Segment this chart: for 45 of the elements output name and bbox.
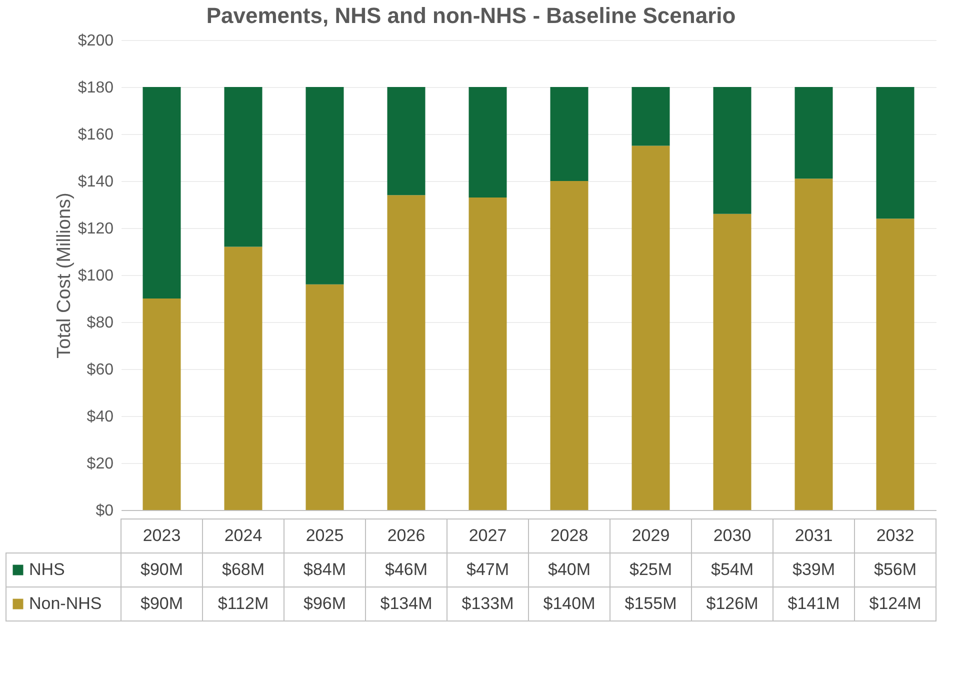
data-label: $40M xyxy=(548,560,591,579)
y-tick-label: $80 xyxy=(86,314,114,332)
x-tick-label: 2026 xyxy=(387,526,426,545)
data-label: $96M xyxy=(303,594,346,613)
data-label: $124M xyxy=(869,594,922,613)
y-axis-title: Total Cost (Millions) xyxy=(54,192,75,358)
y-tick-label: $200 xyxy=(78,32,114,50)
data-label: $54M xyxy=(710,560,754,579)
data-label: $46M xyxy=(384,560,428,579)
data-label: $141M xyxy=(788,594,840,613)
data-label: $25M xyxy=(629,560,672,579)
data-label: $84M xyxy=(303,560,346,579)
y-tick-label: $160 xyxy=(78,126,114,144)
data-label: $56M xyxy=(874,560,917,579)
data-label: $126M xyxy=(706,594,758,613)
x-tick-label: 2023 xyxy=(142,526,181,545)
y-tick-label: $180 xyxy=(78,80,114,96)
y-tick-label: $20 xyxy=(86,456,114,472)
x-tick-label: 2025 xyxy=(306,526,344,545)
data-label: $133M xyxy=(462,594,514,613)
data-label: $90M xyxy=(140,560,184,579)
y-tick-label: $60 xyxy=(86,362,114,378)
y-tick-label: $0 xyxy=(96,502,114,520)
data-label: $134M xyxy=(380,594,432,613)
data-label: $39M xyxy=(792,560,836,579)
data-label: $112M xyxy=(218,594,269,613)
data-label: $155M xyxy=(624,594,677,613)
x-tick-label: 2029 xyxy=(632,526,670,545)
x-tick-label: 2028 xyxy=(550,526,588,545)
x-tick-label: 2032 xyxy=(876,526,914,545)
data-label: $68M xyxy=(222,560,265,579)
x-tick-label: 2027 xyxy=(468,526,507,545)
y-tick-label: $100 xyxy=(78,268,114,284)
data-label: $47M xyxy=(466,560,510,579)
data-label: $140M xyxy=(543,594,596,613)
y-tick-label: $40 xyxy=(86,408,114,426)
legend-label: Non-NHS xyxy=(29,594,102,613)
y-tick-label: $140 xyxy=(78,174,114,190)
chart-title: Pavements, NHS and non-NHS - Baseline Scenario xyxy=(206,3,736,28)
x-tick-label: 2031 xyxy=(794,526,833,545)
x-tick-label: 2030 xyxy=(713,526,752,545)
y-tick-label: $120 xyxy=(78,220,114,238)
legend-label: NHS xyxy=(29,560,65,579)
data-label: $90M xyxy=(140,594,184,613)
x-tick-label: 2024 xyxy=(224,526,262,545)
